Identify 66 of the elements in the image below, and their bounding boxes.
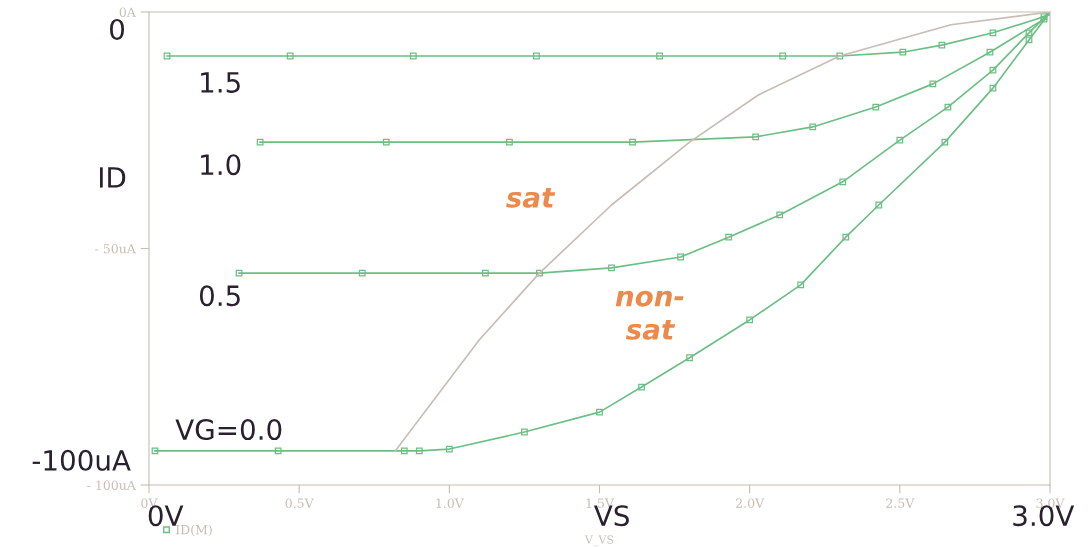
- text: -100uA: [32, 449, 131, 471]
- point: [656, 52, 663, 60]
- point: [776, 211, 784, 219]
- point: [899, 48, 907, 56]
- point: [358, 269, 366, 277]
- point: [235, 269, 243, 277]
- point: [989, 29, 997, 37]
- point: [896, 136, 904, 144]
- point: [521, 428, 528, 436]
- point: [944, 103, 952, 111]
- point: [752, 133, 760, 141]
- text: ID: [99, 167, 126, 188]
- x-tick-label: 2.0V: [736, 498, 765, 508]
- point: [929, 80, 937, 88]
- point: [1025, 36, 1033, 44]
- point: [533, 52, 540, 60]
- annotation: non- sat: [615, 290, 684, 340]
- x-tick-label: 2.5V: [886, 498, 915, 508]
- point: [836, 52, 844, 60]
- point: [274, 447, 282, 455]
- point: [505, 138, 513, 146]
- point: [629, 138, 636, 146]
- point: [989, 66, 997, 74]
- point: [481, 269, 489, 277]
- point: [536, 269, 543, 277]
- point: [839, 178, 847, 186]
- annotation: sat: [506, 187, 556, 208]
- point: [941, 138, 949, 146]
- point: [286, 52, 294, 60]
- legend-label: ID(M): [175, 524, 212, 537]
- y-tick-label: 0A: [119, 7, 136, 17]
- point: [256, 138, 264, 146]
- point: [163, 52, 171, 60]
- point: [779, 52, 787, 60]
- point: [872, 103, 880, 111]
- point: [686, 354, 694, 362]
- point: [382, 138, 390, 146]
- y-tick-label: - 100uA: [87, 480, 136, 490]
- text: 0: [110, 18, 125, 40]
- point: [938, 41, 946, 49]
- x-tick-label: 0.5V: [285, 498, 314, 508]
- point: [809, 123, 817, 131]
- point: [677, 253, 684, 261]
- point: [746, 316, 754, 324]
- annotation: VG=0.0: [175, 419, 282, 441]
- point: [1025, 29, 1033, 37]
- annotation: 1.0: [201, 154, 241, 176]
- x-tick-label: 1.0V: [436, 498, 464, 508]
- point: [797, 281, 805, 289]
- point: [445, 445, 453, 453]
- point: [875, 201, 883, 209]
- annotation: 1.5: [201, 72, 240, 93]
- point: [596, 408, 603, 416]
- annotation: 0.5: [199, 285, 240, 307]
- y-tick-label: - 50uA: [95, 243, 136, 254]
- point: [842, 233, 850, 241]
- point: [400, 447, 408, 455]
- point: [409, 52, 417, 60]
- point: [608, 264, 615, 272]
- point: [986, 48, 994, 56]
- point: [638, 383, 645, 391]
- point: [415, 447, 423, 455]
- x-axis-title: V_VS: [584, 535, 614, 547]
- point: [151, 447, 159, 455]
- point: [725, 233, 733, 241]
- point: [989, 84, 997, 92]
